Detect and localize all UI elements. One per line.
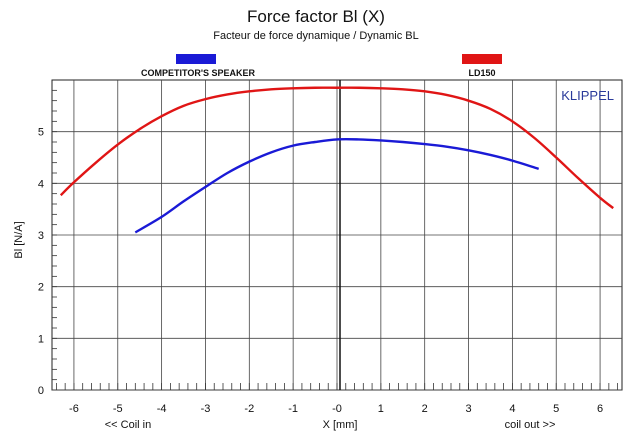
x-tick-label: -4: [157, 403, 167, 415]
x-tick-label: -3: [201, 403, 211, 415]
competitor-series-line: [134, 137, 540, 234]
gridlines: [52, 80, 622, 391]
y-tick-label: 4: [38, 178, 44, 190]
x-tick-label: 3: [465, 403, 471, 415]
chart-subtitle: Facteur de force dynamique / Dynamic BL: [213, 30, 418, 42]
y-tick-label: 3: [38, 230, 44, 242]
chart-title: Force factor Bl (X): [247, 7, 385, 26]
x-tick-label: 4: [509, 403, 515, 415]
x-tick-labels: -6 -5 -4 -3 -2 -1 -0 1 2 3 4 5 6: [69, 403, 603, 415]
x-tick-label: -1: [288, 403, 298, 415]
y-tick-label: 0: [38, 385, 44, 397]
x-tick-label: 2: [422, 403, 428, 415]
x-tick-label: 1: [378, 403, 384, 415]
ld150-series-line: [59, 86, 614, 210]
y-tick-label: 1: [38, 333, 44, 345]
x-tick-label: 6: [597, 403, 603, 415]
x-tick-label: -5: [113, 403, 123, 415]
x-tick-label: -6: [69, 403, 79, 415]
minor-ticks: [52, 89, 619, 390]
y-tick-label: 2: [38, 282, 44, 294]
coil-in-note: << Coil in: [105, 419, 151, 431]
x-axis-label: X [mm]: [323, 419, 358, 431]
x-tick-label: 5: [553, 403, 559, 415]
y-tick-labels: 0 1 2 3 4 5: [38, 127, 44, 397]
legend-swatch-competitor: [176, 54, 216, 64]
klippel-brand: KLIPPEL: [561, 88, 614, 103]
plot-area: [51, 79, 623, 391]
legend-swatch-ld150: [462, 54, 502, 64]
y-tick-label: 5: [38, 127, 44, 139]
coil-out-note: coil out >>: [505, 419, 556, 431]
legend-label-ld150: LD150: [468, 68, 495, 78]
y-axis-label: Bl [N/A]: [13, 221, 25, 258]
x-tick-label: -2: [244, 403, 254, 415]
x-tick-label: -0: [332, 403, 342, 415]
series-layer: [59, 86, 614, 234]
legend-label-competitor: COMPETITOR'S SPEAKER: [141, 68, 255, 78]
